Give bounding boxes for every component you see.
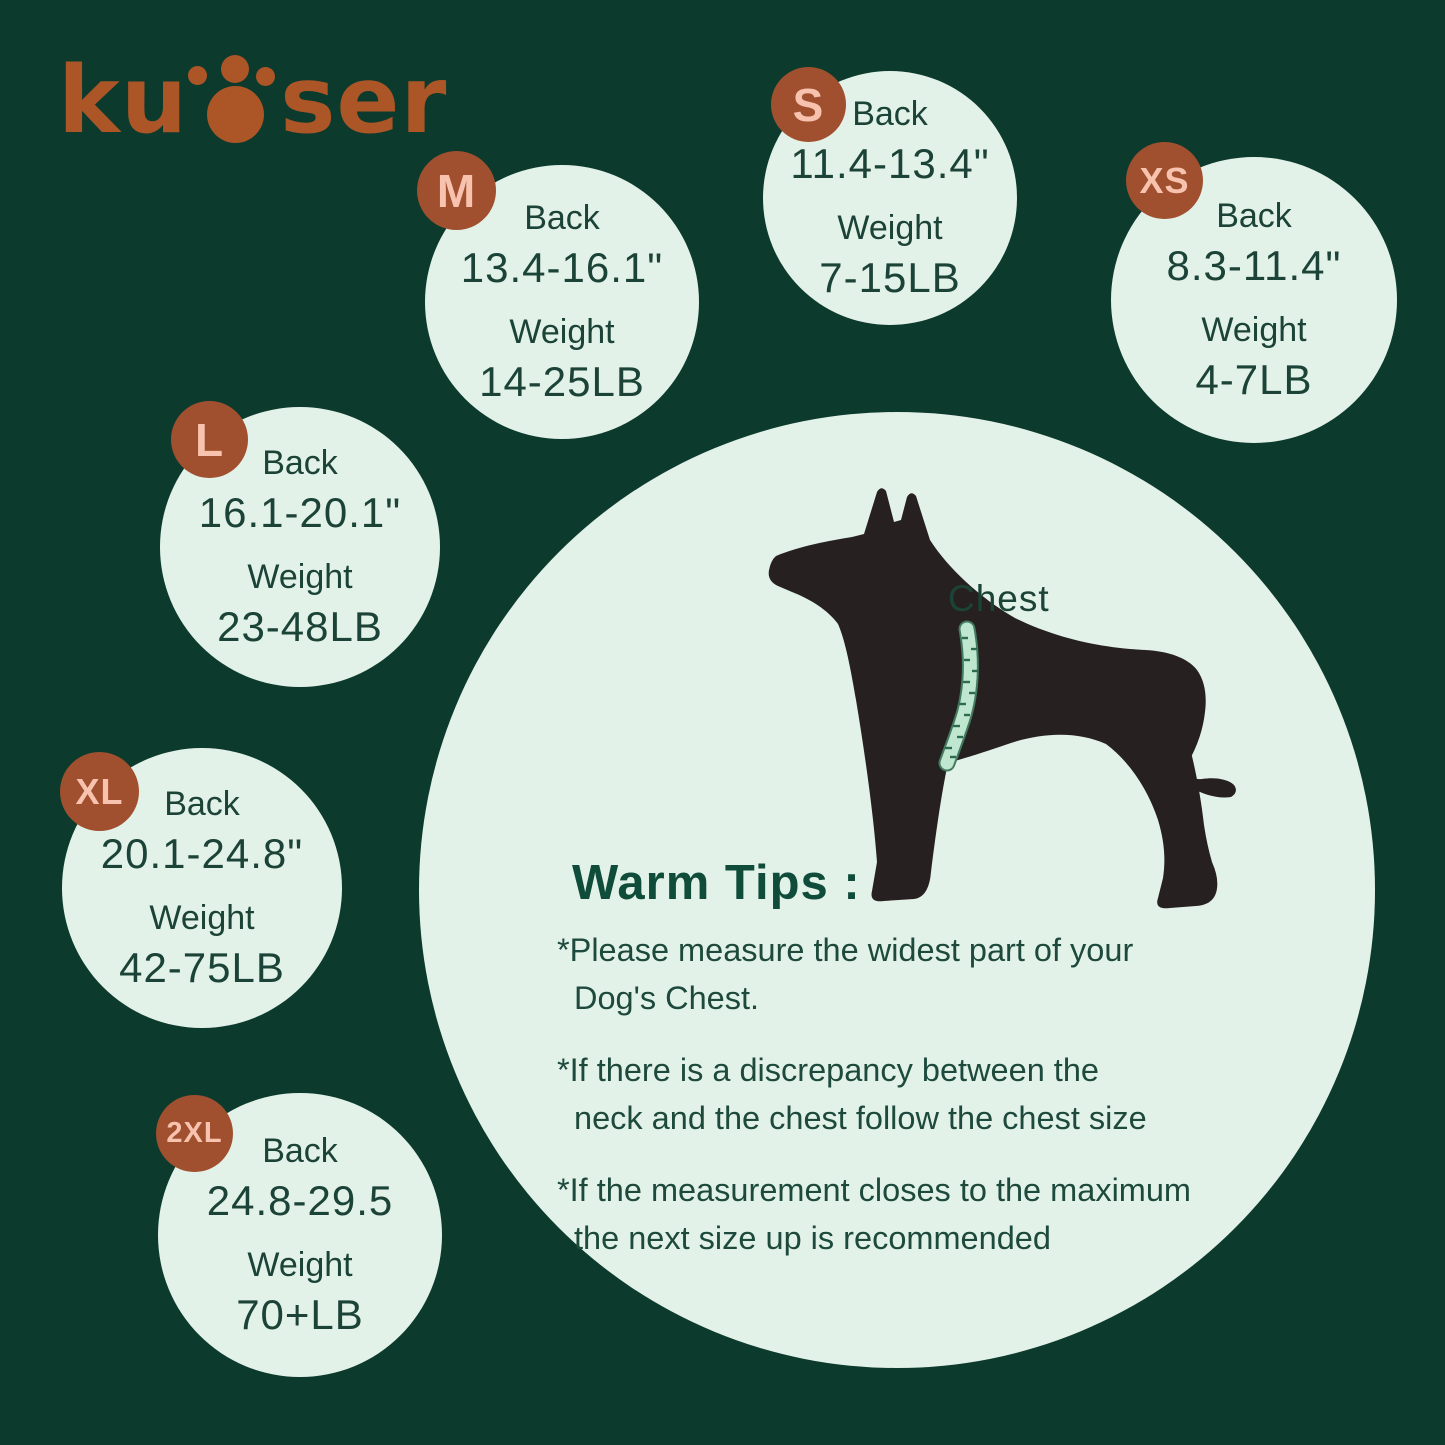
back-label: Back bbox=[852, 95, 928, 133]
weight-value: 7-15LB bbox=[819, 254, 961, 301]
size-badge-l: L bbox=[171, 401, 248, 478]
size-badge-xs: XS bbox=[1126, 142, 1203, 219]
back-label: Back bbox=[262, 1132, 338, 1170]
warm-tips-title: Warm Tips : bbox=[572, 856, 861, 910]
tip-line: neck and the chest follow the chest size bbox=[574, 1100, 1147, 1136]
weight-value: 70+LB bbox=[236, 1291, 364, 1338]
tip-line: *If there is a discrepancy between the bbox=[557, 1052, 1099, 1088]
back-value: 24.8-29.5 bbox=[206, 1177, 394, 1224]
weight-value: 23-48LB bbox=[217, 603, 383, 650]
size-badge-m: M bbox=[417, 151, 496, 230]
brand-logo: ku ser bbox=[58, 52, 447, 162]
back-label: Back bbox=[164, 785, 240, 823]
back-value: 20.1-24.8" bbox=[100, 830, 304, 877]
weight-value: 4-7LB bbox=[1195, 356, 1313, 403]
tip-line: Dog's Chest. bbox=[574, 980, 760, 1016]
logo-text-ku: ku bbox=[58, 46, 189, 154]
weight-label: Weight bbox=[247, 1246, 353, 1284]
back-label: Back bbox=[524, 199, 600, 237]
back-label: Back bbox=[1216, 197, 1292, 235]
weight-label: Weight bbox=[837, 209, 943, 247]
measuring-tape-icon bbox=[938, 620, 979, 772]
dog-silhouette bbox=[768, 488, 1236, 909]
back-label: Back bbox=[262, 444, 338, 482]
weight-label: Weight bbox=[247, 558, 353, 596]
chest-label: Chest bbox=[948, 578, 1050, 619]
size-badge-2xl: 2XL bbox=[156, 1095, 233, 1172]
logo-text-ser: ser bbox=[280, 46, 448, 154]
tip-line: *Please measure the widest part of your bbox=[557, 932, 1134, 968]
tip-discrepancy: *If there is a discrepancy between the n… bbox=[557, 1046, 1257, 1142]
back-value: 11.4-13.4" bbox=[790, 140, 990, 187]
weight-label: Weight bbox=[1201, 311, 1307, 349]
size-badge-xl: XL bbox=[60, 752, 139, 831]
tip-line: *If the measurement closes to the maximu… bbox=[557, 1172, 1192, 1208]
tip-measure-chest: *Please measure the widest part of your … bbox=[557, 926, 1257, 1022]
weight-label: Weight bbox=[149, 899, 255, 937]
tip-line: the next size up is recommended bbox=[574, 1220, 1051, 1256]
warm-tips-list: *Please measure the widest part of your … bbox=[557, 926, 1257, 1286]
back-value: 16.1-20.1" bbox=[198, 489, 402, 536]
paw-icon bbox=[188, 54, 280, 144]
back-value: 8.3-11.4" bbox=[1166, 242, 1342, 289]
weight-label: Weight bbox=[509, 313, 615, 351]
tip-size-up: *If the measurement closes to the maximu… bbox=[557, 1166, 1257, 1262]
size-badge-s: S bbox=[771, 67, 846, 142]
weight-value: 42-75LB bbox=[119, 944, 285, 991]
back-value: 13.4-16.1" bbox=[460, 244, 664, 291]
weight-value: 14-25LB bbox=[479, 358, 645, 405]
